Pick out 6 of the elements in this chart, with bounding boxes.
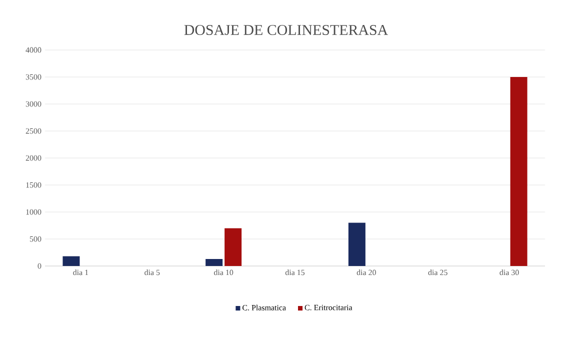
- bar: [510, 77, 528, 266]
- chart-title: DOSAJE DE COLINESTERASA: [184, 24, 388, 36]
- bar: [348, 222, 366, 266]
- bar: [62, 256, 80, 266]
- bar: [224, 228, 242, 266]
- bar: [206, 258, 223, 266]
